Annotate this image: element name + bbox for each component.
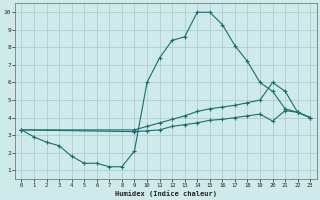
X-axis label: Humidex (Indice chaleur): Humidex (Indice chaleur): [115, 190, 217, 197]
